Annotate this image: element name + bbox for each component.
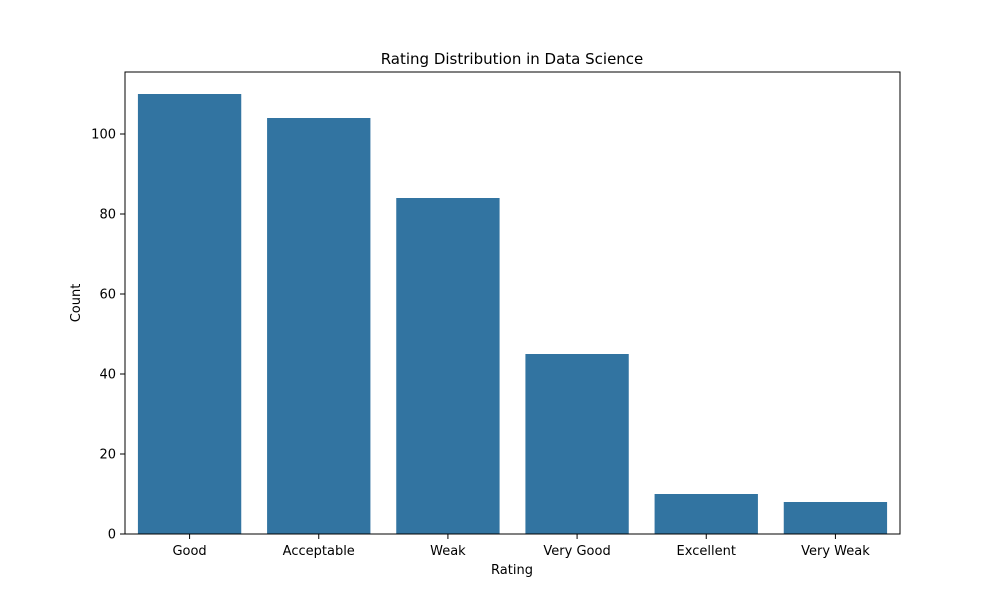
plot-area-frame [124,71,901,535]
bar-excellent [654,494,758,534]
y-tick-label: 0 [108,528,116,543]
y-tick-label: 40 [99,368,116,383]
y-axis-ticks: 0 20 40 60 80 100 [91,128,125,543]
y-tick-label: 100 [91,128,116,143]
x-axis-ticks: Good Acceptable Weak Very Good Excellent Very… [172,534,870,559]
bar-acceptable [267,118,371,534]
y-tick-label: 60 [99,288,116,303]
x-tick-label: Good [172,544,206,559]
x-tick-label: Weak [430,544,466,559]
x-tick-label: Very Weak [801,544,870,559]
chart-title: Rating Distribution in Data Science [381,50,644,68]
y-tick-label: 80 [99,208,116,223]
y-axis-label: Count [69,284,84,323]
bar-weak [396,198,500,534]
x-tick-label: Excellent [677,544,736,559]
x-axis-label: Rating [491,563,533,578]
bar-very-weak [783,502,888,534]
x-tick-label: Very Good [543,544,610,559]
bar-good [137,94,242,534]
bars-layer [137,94,888,534]
y-tick-label: 20 [99,448,116,463]
x-tick-label: Acceptable [283,544,355,559]
bar-very-good [525,354,629,534]
